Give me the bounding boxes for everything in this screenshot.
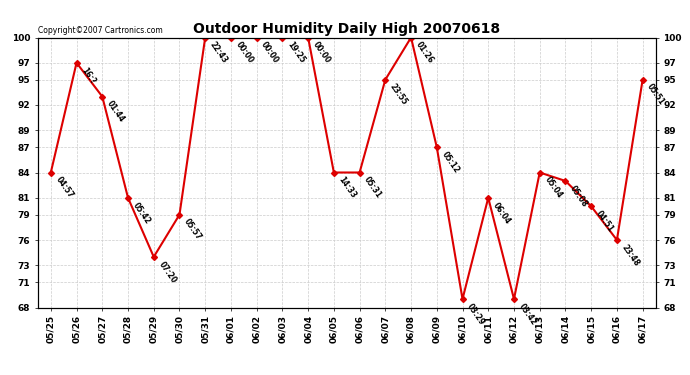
Text: 05:51: 05:51 (645, 82, 667, 107)
Text: 04:57: 04:57 (54, 175, 75, 200)
Text: 01:44: 01:44 (105, 99, 126, 124)
Text: 05:57: 05:57 (182, 217, 204, 242)
Text: 00:00: 00:00 (311, 40, 332, 65)
Text: 07:20: 07:20 (157, 260, 178, 285)
Text: 05:42: 05:42 (131, 201, 152, 225)
Text: 00:00: 00:00 (259, 40, 281, 65)
Text: 05:08: 05:08 (569, 184, 589, 209)
Text: 14:33: 14:33 (337, 175, 358, 200)
Text: 04:51: 04:51 (594, 209, 615, 234)
Text: Copyright©2007 Cartronics.com: Copyright©2007 Cartronics.com (38, 26, 163, 35)
Text: 06:04: 06:04 (491, 201, 512, 225)
Text: 00:00: 00:00 (234, 40, 255, 65)
Text: 22:43: 22:43 (208, 40, 229, 65)
Text: 16:?: 16:? (79, 66, 97, 86)
Text: 03:29: 03:29 (465, 302, 486, 327)
Text: 05:31: 05:31 (362, 175, 384, 200)
Text: 03:42: 03:42 (517, 302, 538, 327)
Text: 05:04: 05:04 (542, 175, 564, 200)
Text: 23:48: 23:48 (620, 243, 641, 268)
Title: Outdoor Humidity Daily High 20070618: Outdoor Humidity Daily High 20070618 (193, 22, 500, 36)
Text: 19:25: 19:25 (285, 40, 306, 65)
Text: 05:12: 05:12 (440, 150, 461, 175)
Text: 01:26: 01:26 (414, 40, 435, 65)
Text: 23:55: 23:55 (388, 82, 409, 107)
